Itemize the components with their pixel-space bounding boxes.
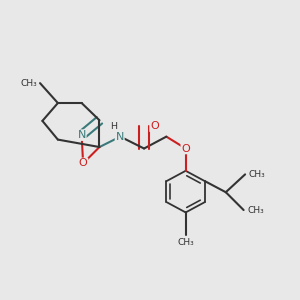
- Text: N: N: [77, 130, 86, 140]
- Text: H: H: [110, 122, 117, 131]
- Text: CH₃: CH₃: [247, 206, 264, 214]
- Text: CH₃: CH₃: [20, 79, 37, 88]
- Text: N: N: [116, 132, 124, 142]
- Text: O: O: [181, 143, 190, 154]
- Text: CH₃: CH₃: [249, 170, 266, 179]
- Text: O: O: [150, 121, 159, 131]
- Text: O: O: [79, 158, 88, 168]
- Text: CH₃: CH₃: [177, 238, 194, 247]
